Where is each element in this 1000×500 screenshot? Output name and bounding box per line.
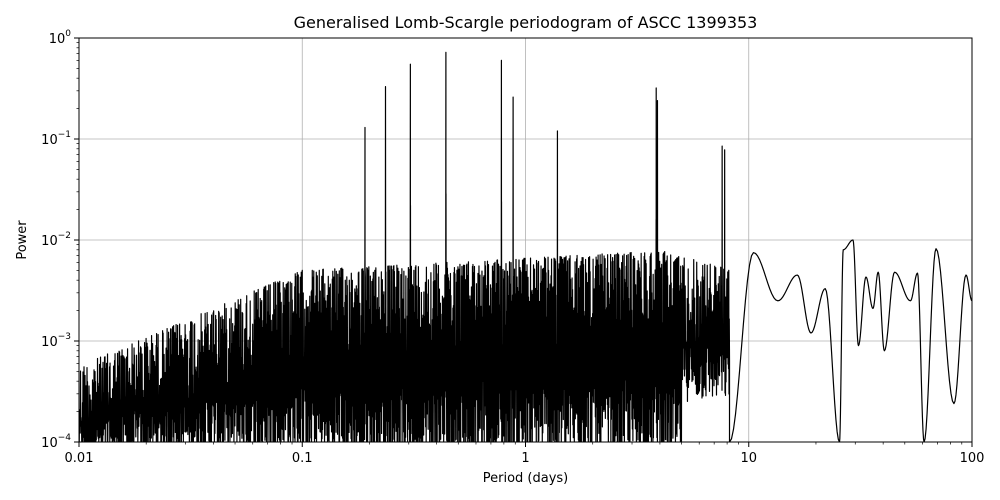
x-tick-label: 0.01 xyxy=(65,451,94,466)
y-tick-label: 10−4 xyxy=(41,433,71,451)
y-tick-label: 100 xyxy=(49,29,72,47)
chart-title: Generalised Lomb-Scargle periodogram of … xyxy=(294,13,758,32)
y-tick-label: 10−3 xyxy=(41,332,71,350)
x-tick-label: 10 xyxy=(740,451,757,466)
tick-layer: 0.01 0.1 1 10 100 10−4 10−3 10−2 10−1 100 xyxy=(41,29,984,466)
y-tick-label: 10−1 xyxy=(41,130,71,148)
line-layer xyxy=(79,51,972,442)
y-tick-label: 10−2 xyxy=(41,231,71,249)
x-tick-label: 100 xyxy=(960,451,985,466)
x-axis-label: Period (days) xyxy=(483,471,569,486)
y-axis-label: Power xyxy=(15,220,30,260)
x-tick-label: 0.1 xyxy=(292,451,313,466)
x-tick-label: 1 xyxy=(521,451,529,466)
periodogram-series-line xyxy=(79,51,972,442)
